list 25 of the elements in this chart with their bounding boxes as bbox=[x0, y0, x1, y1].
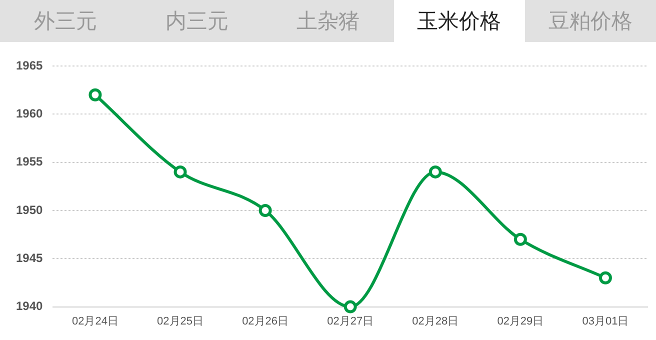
x-tick-label: 02月24日 bbox=[72, 315, 118, 328]
y-tick-label: 1950 bbox=[16, 202, 44, 217]
point bbox=[344, 300, 357, 314]
x-tick-label: 02月28日 bbox=[412, 315, 459, 328]
point bbox=[174, 165, 187, 178]
y-tick-label: 1965 bbox=[16, 58, 44, 72]
x-tick-label: 02月26日 bbox=[242, 315, 289, 328]
text: 土杂猪 bbox=[296, 8, 360, 35]
text: 外三元 bbox=[33, 8, 98, 35]
y-tick-label: 1945 bbox=[16, 250, 44, 265]
x-tick-label: 02月27日 bbox=[327, 315, 374, 328]
x-tick-label: 03月01日 bbox=[582, 315, 629, 328]
point bbox=[514, 232, 527, 246]
y-tick-label: 1960 bbox=[16, 106, 44, 120]
point bbox=[88, 88, 102, 102]
point bbox=[258, 204, 272, 217]
text: 玉米价格 bbox=[394, 0, 525, 42]
y-tick-label: 1940 bbox=[16, 299, 44, 314]
x-tick-label: 02月29日 bbox=[497, 315, 544, 328]
x-tick-label: 02月25日 bbox=[157, 315, 204, 328]
text: 内三元 bbox=[164, 8, 230, 35]
y-tick-label: 1955 bbox=[16, 154, 44, 169]
text: 豆粕价格 bbox=[547, 8, 634, 35]
point bbox=[428, 165, 442, 178]
point bbox=[598, 271, 612, 284]
